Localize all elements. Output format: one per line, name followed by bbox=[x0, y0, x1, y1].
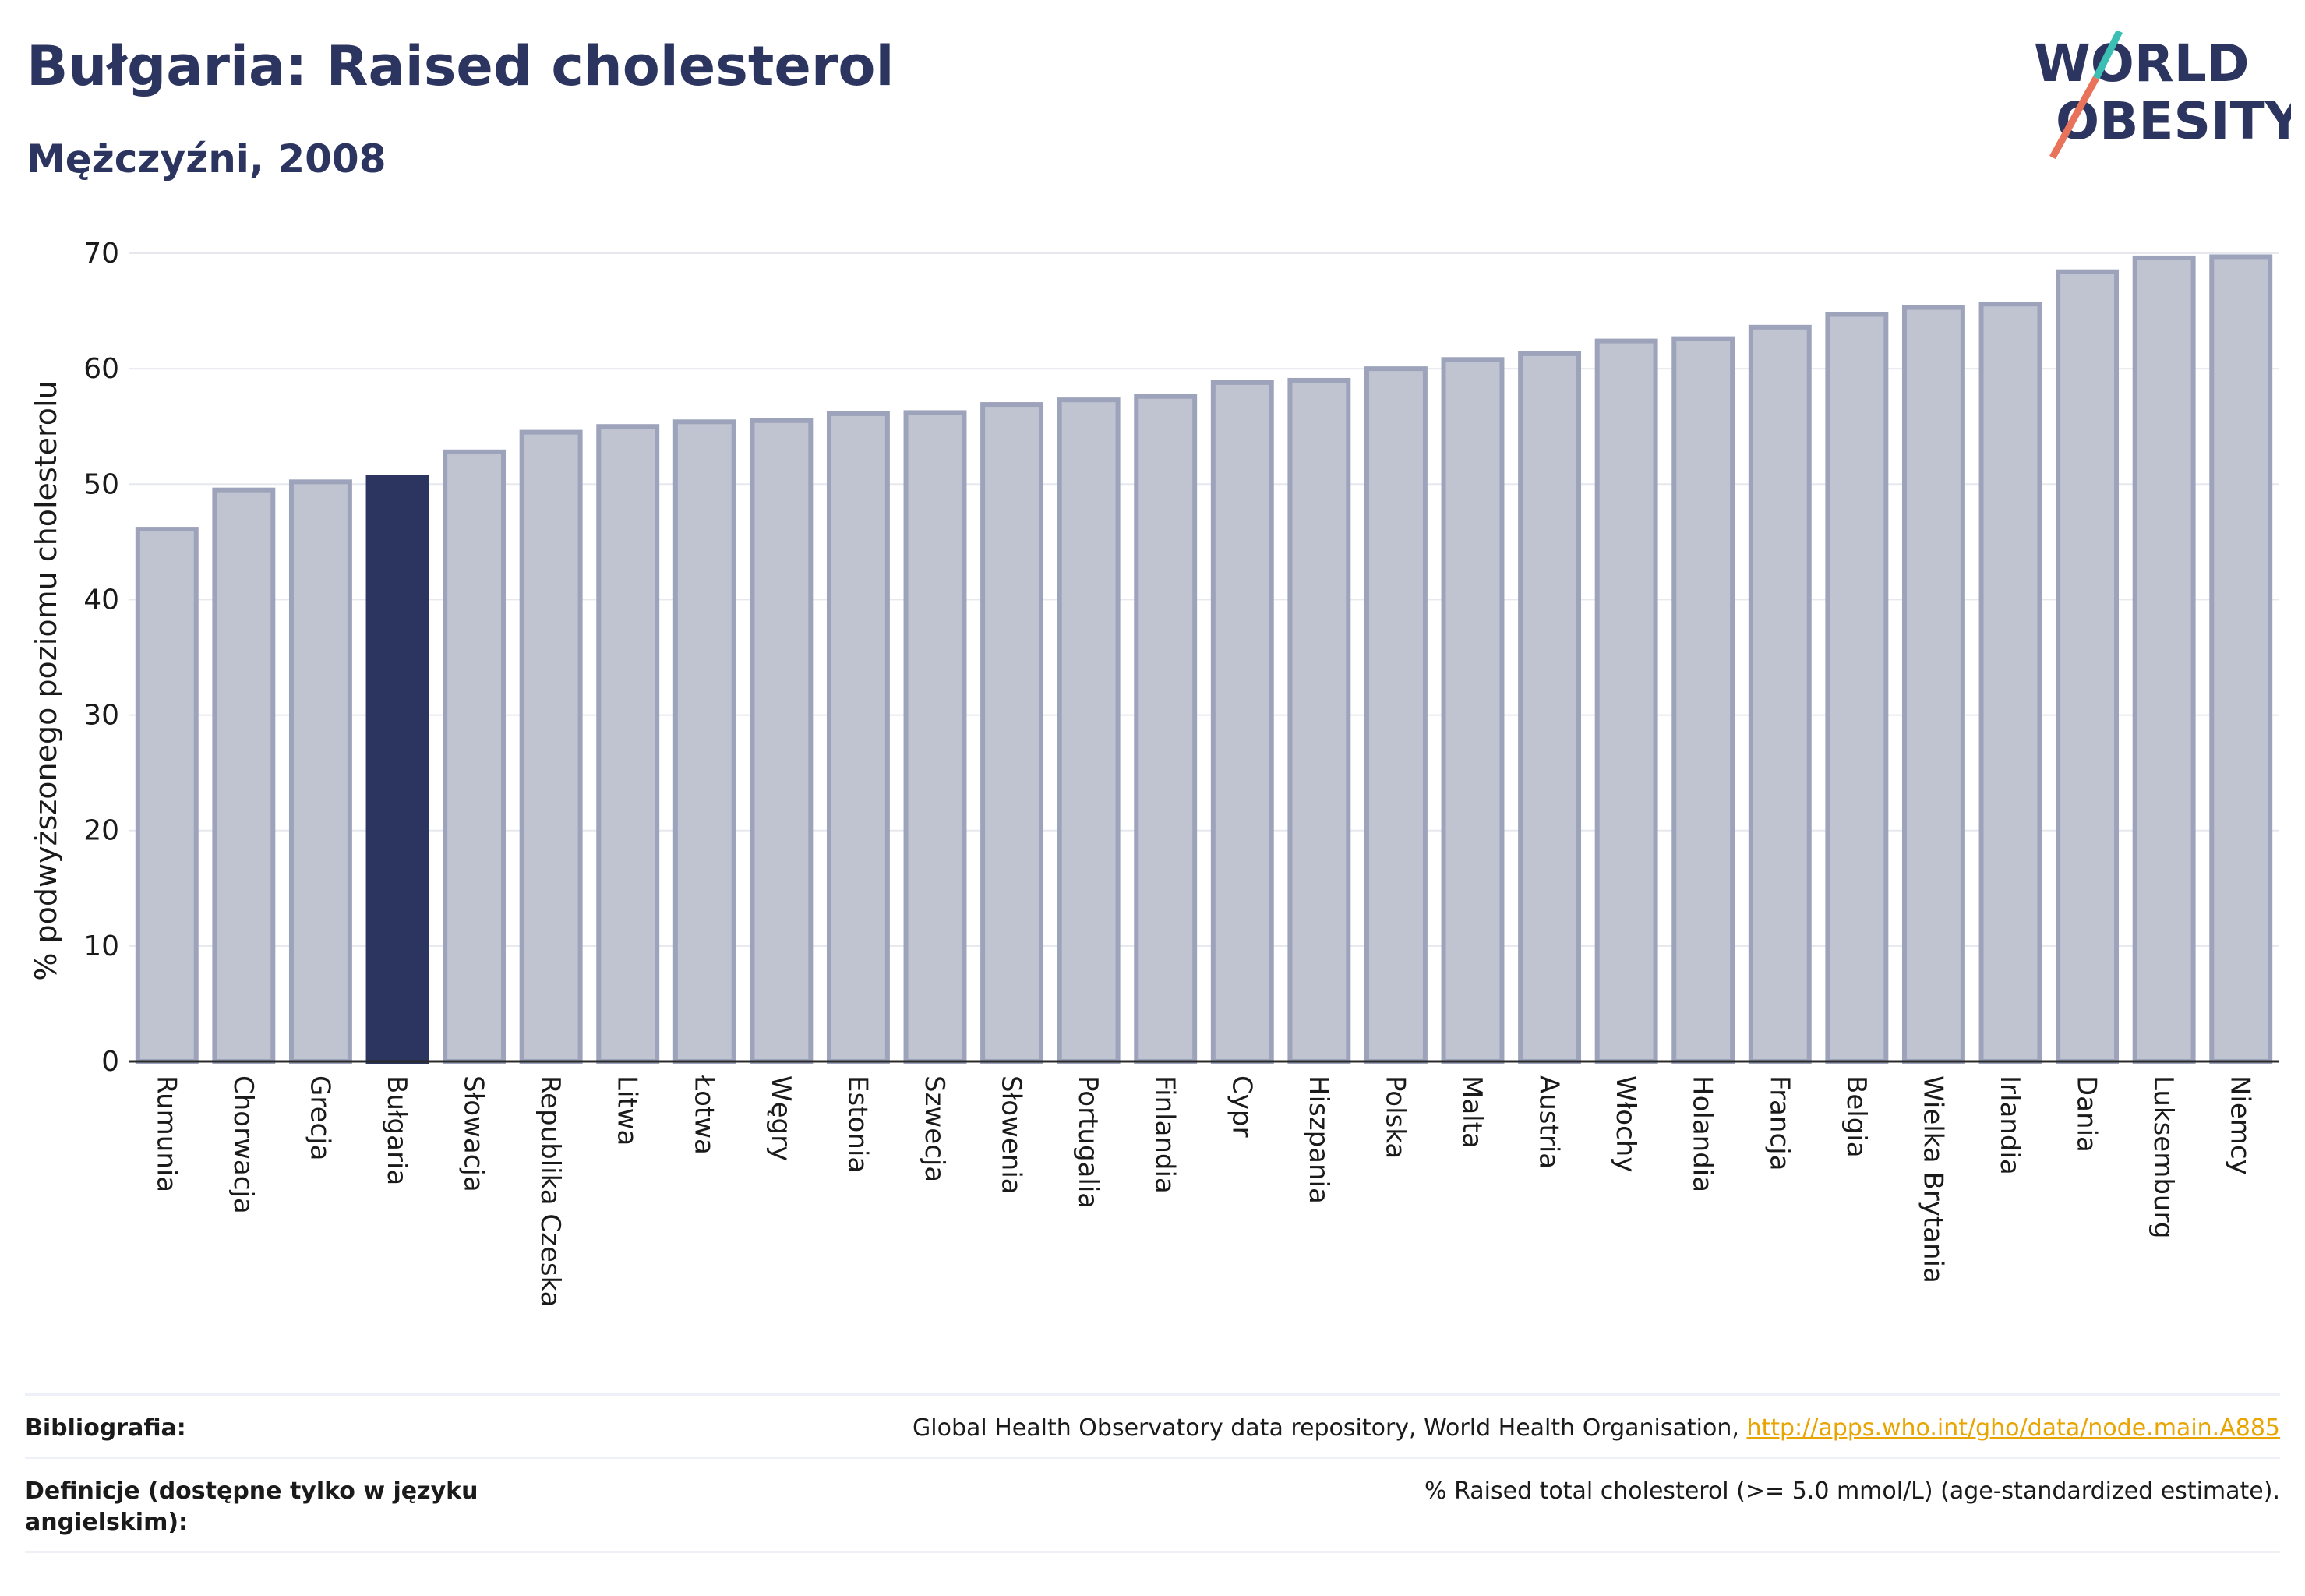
logo-line1: WORLD bbox=[2034, 34, 2250, 94]
x-tick-label: Hiszpania bbox=[1303, 1075, 1334, 1204]
x-tick-label: Litwa bbox=[612, 1075, 643, 1146]
bar-23 bbox=[1901, 305, 1965, 1064]
x-tick-label: Francja bbox=[1763, 1075, 1795, 1171]
bar-11 bbox=[980, 402, 1044, 1064]
chart-subtitle: Mężczyźni, 2008 bbox=[26, 136, 387, 182]
footer: Bibliografia: Global Health Observatory … bbox=[25, 1393, 2280, 1553]
logo-line2: OBESITY bbox=[2056, 91, 2291, 151]
bar-20 bbox=[1671, 336, 1735, 1064]
bibliography-value: Global Health Observatory data repositor… bbox=[912, 1413, 2280, 1444]
bibliography-label: Bibliografia: bbox=[25, 1414, 186, 1442]
y-axis-title: % podwyższonego poziomu cholesterolu bbox=[29, 380, 63, 980]
bar-15 bbox=[1287, 377, 1351, 1064]
bar-19 bbox=[1594, 338, 1658, 1064]
x-axis-labels: Rumunia Chorwacja Grecja Bułgaria Słowacja Re… bbox=[150, 1075, 2255, 1308]
x-tick-label: Grecja bbox=[304, 1075, 335, 1160]
bars bbox=[135, 254, 2273, 1065]
bar-27 bbox=[2209, 254, 2273, 1064]
y-axis-ticks: 0 10 20 30 40 50 60 70 bbox=[83, 238, 119, 1078]
bar-5 bbox=[519, 429, 583, 1064]
x-tick-label: Irlandia bbox=[1994, 1075, 2025, 1175]
x-tick-label: Chorwacja bbox=[228, 1075, 259, 1214]
logo-slash-bottom bbox=[2049, 76, 2099, 160]
bar-25 bbox=[2056, 269, 2120, 1064]
bar-9 bbox=[826, 411, 890, 1064]
bar-chart: 0 10 20 30 40 50 60 70 Rumunia Chorwacja Grecja Bu… bbox=[29, 238, 2279, 1308]
x-tick-label: Cypr bbox=[1226, 1075, 1257, 1137]
bar-22 bbox=[1825, 312, 1889, 1065]
bar-4 bbox=[443, 449, 507, 1064]
x-tick-label: Szwecja bbox=[919, 1075, 950, 1182]
bar-13 bbox=[1134, 394, 1198, 1064]
bar-14 bbox=[1210, 380, 1274, 1065]
bar-17 bbox=[1441, 357, 1505, 1064]
bar-8 bbox=[750, 418, 814, 1064]
logo-slash-top bbox=[2092, 31, 2123, 80]
world-obesity-logo: WORLD OBESITY bbox=[2034, 31, 2291, 160]
y-tick-label: 40 bbox=[83, 584, 119, 616]
y-tick-label: 60 bbox=[83, 353, 119, 385]
y-tick-label: 70 bbox=[83, 238, 119, 270]
y-tick-label: 50 bbox=[83, 468, 119, 500]
bar-1 bbox=[212, 487, 276, 1064]
x-tick-label: Słowacja bbox=[458, 1075, 489, 1192]
bar-0 bbox=[135, 527, 199, 1064]
x-tick-label: Włochy bbox=[1610, 1075, 1641, 1172]
x-tick-label: Łotwa bbox=[688, 1075, 719, 1155]
x-tick-label: Polska bbox=[1379, 1075, 1410, 1159]
x-tick-label: Belgia bbox=[1841, 1075, 1872, 1158]
bar-12 bbox=[1057, 397, 1121, 1064]
x-tick-label: Republika Czeska bbox=[535, 1075, 566, 1308]
x-tick-label: Malta bbox=[1456, 1075, 1488, 1149]
x-tick-label: Austria bbox=[1534, 1075, 1565, 1169]
x-tick-label: Rumunia bbox=[150, 1075, 182, 1192]
bar-24 bbox=[1978, 302, 2042, 1064]
bar-26 bbox=[2132, 255, 2196, 1065]
bar-16 bbox=[1364, 366, 1428, 1064]
x-tick-label: Holandia bbox=[1687, 1075, 1718, 1192]
bibliography-link[interactable]: http://apps.who.int/gho/data/node.main.A… bbox=[1746, 1414, 2280, 1442]
x-tick-label: Bułgaria bbox=[381, 1075, 412, 1185]
x-tick-label: Estonia bbox=[842, 1075, 873, 1173]
bar-10 bbox=[903, 410, 967, 1064]
bar-18 bbox=[1518, 351, 1582, 1064]
bibliography-text: Global Health Observatory data repositor… bbox=[912, 1414, 1747, 1442]
bar-21 bbox=[1748, 324, 1812, 1065]
bar-2 bbox=[288, 479, 352, 1064]
x-tick-label: Wielka Brytania bbox=[1917, 1075, 1948, 1284]
x-tick-label: Niemcy bbox=[2225, 1075, 2256, 1175]
definition-value: % Raised total cholesterol (>= 5.0 mmol/… bbox=[1424, 1478, 2280, 1505]
x-tick-label: Słowenia bbox=[996, 1075, 1027, 1195]
bar-7 bbox=[672, 419, 736, 1064]
definition-label: Definicje (dostępne tylko w języku angie… bbox=[25, 1478, 478, 1536]
x-tick-label: Finlandia bbox=[1149, 1075, 1181, 1194]
x-tick-label: Dania bbox=[2071, 1075, 2102, 1153]
bibliography-row: Bibliografia: Global Health Observatory … bbox=[25, 1393, 2280, 1457]
y-tick-label: 10 bbox=[83, 930, 119, 962]
x-tick-label: Portugalia bbox=[1072, 1075, 1103, 1209]
y-tick-label: 0 bbox=[101, 1046, 119, 1078]
bar-6 bbox=[596, 424, 660, 1064]
definition-row: Definicje (dostępne tylko w języku angie… bbox=[25, 1457, 2280, 1553]
x-tick-label: Luksemburg bbox=[2148, 1075, 2179, 1238]
y-tick-label: 30 bbox=[83, 700, 119, 732]
chart-title: Bułgaria: Raised cholesterol bbox=[26, 34, 895, 98]
x-tick-label: Węgry bbox=[765, 1075, 796, 1161]
bar-3 bbox=[365, 475, 429, 1064]
y-tick-label: 20 bbox=[83, 815, 119, 847]
